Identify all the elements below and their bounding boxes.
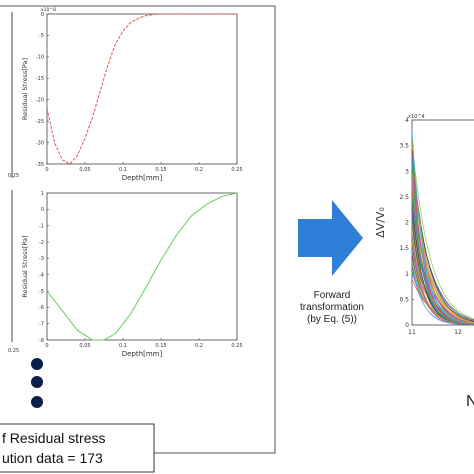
series-line bbox=[412, 149, 474, 322]
x-tick-label: 0 bbox=[45, 167, 48, 173]
y-tick-label: -6 bbox=[39, 305, 44, 311]
y-tick-label: 3.5 bbox=[399, 143, 409, 150]
transform-label-3: (by Eq. (5)) bbox=[307, 314, 357, 325]
series-line bbox=[46, 192, 238, 341]
x-tick-label: 11 bbox=[408, 329, 416, 336]
series-line bbox=[412, 233, 474, 325]
x-tick-label: 0.2 bbox=[195, 167, 203, 173]
y-tick-label: -5 bbox=[39, 289, 44, 295]
series-line bbox=[46, 13, 237, 165]
x-tick-label: 0.15 bbox=[155, 343, 166, 349]
y-tick-label: 3 bbox=[405, 168, 409, 175]
y-tick-label: -35 bbox=[36, 162, 44, 168]
series-line bbox=[412, 206, 474, 325]
x-tick-label: 12 bbox=[454, 329, 462, 336]
y-axis-label: ΔV/V₀ bbox=[374, 207, 387, 238]
x-tick-label: 0.1 bbox=[119, 167, 127, 173]
series-line bbox=[412, 141, 474, 320]
y-tick-label: -8 bbox=[39, 338, 44, 344]
x-tick-label: 0.25 bbox=[231, 343, 242, 349]
y-tick-label: 0 bbox=[41, 12, 44, 18]
x-tick-label: 0.05 bbox=[79, 167, 90, 173]
y-multiplier-label: x10^8 bbox=[41, 7, 56, 13]
x-tick-label: 0.2 bbox=[195, 343, 203, 349]
series-line bbox=[412, 165, 474, 325]
y-tick-label: -10 bbox=[36, 55, 44, 61]
x-tick-label: 0 bbox=[45, 343, 48, 349]
y-tick-label: 0 bbox=[405, 322, 409, 329]
series-line bbox=[412, 136, 474, 324]
y-multiplier-label: x10^4 bbox=[408, 114, 425, 120]
residual-stress-plot-bottom: 0 0.05 0.1 0.15 0.2 0.25 1 0 -1 -2 -3 -4 -5 -6 -7 -8 Dep… bbox=[21, 191, 243, 358]
x-axis-label: Depth[mm] bbox=[122, 174, 163, 182]
y-tick-label: -3 bbox=[39, 256, 44, 262]
series-line bbox=[412, 130, 474, 325]
y-tick-label: 2 bbox=[405, 220, 409, 227]
y-axis-label: Residual Stress[Pa] bbox=[21, 58, 29, 120]
left-tick-bottom: 0.25 bbox=[8, 348, 19, 354]
y-tick-label: 1 bbox=[405, 271, 409, 278]
series-line bbox=[412, 261, 474, 325]
y-tick-label: -15 bbox=[36, 76, 44, 82]
ellipsis-dot-3 bbox=[31, 396, 43, 408]
plot-area-frame bbox=[46, 192, 238, 341]
y-tick-label: -30 bbox=[36, 140, 44, 146]
y-tick-label: 0 bbox=[41, 207, 44, 213]
ellipsis-dot-2 bbox=[31, 376, 43, 388]
ellipsis-dot-1 bbox=[31, 358, 43, 370]
transform-label-2: transformation bbox=[300, 302, 364, 313]
x-tick-label: 0.25 bbox=[231, 167, 242, 173]
series-line bbox=[412, 143, 474, 324]
y-tick-label: -2 bbox=[39, 240, 44, 246]
y-tick-label: -7 bbox=[39, 321, 44, 327]
forward-arrow-icon bbox=[298, 200, 363, 276]
right-axis-label-fragment: N bbox=[466, 393, 474, 410]
series-line bbox=[412, 148, 474, 325]
delta-v-plot: 4 3.5 3 2.5 2 1.5 1 0.5 011 12 x10^4 ΔV/V₀ bbox=[374, 114, 474, 336]
series-group bbox=[412, 130, 474, 325]
y-tick-label: 0.5 bbox=[399, 296, 409, 303]
x-tick-label: 0.1 bbox=[119, 343, 127, 349]
y-tick-label: 1 bbox=[41, 191, 44, 197]
y-tick-label: 1.5 bbox=[399, 245, 409, 252]
left-tick-top: 0.25 bbox=[8, 173, 19, 179]
y-tick-label: -20 bbox=[36, 98, 44, 104]
caption-box bbox=[0, 423, 155, 473]
y-tick-label: -1 bbox=[39, 223, 44, 229]
y-tick-label: -5 bbox=[39, 33, 44, 39]
caption-line-2: ution data = 173 bbox=[2, 450, 103, 466]
y-tick-label: -25 bbox=[36, 119, 44, 125]
x-axis-label: Depth[mm] bbox=[122, 350, 163, 358]
plot-area-frame bbox=[46, 13, 238, 165]
y-tick-label: -4 bbox=[39, 272, 44, 278]
caption-line-1: f Residual stress bbox=[2, 430, 105, 446]
x-tick-label: 0.15 bbox=[155, 167, 166, 173]
transform-label-1: Forward bbox=[314, 290, 351, 301]
y-tick-label: 4 bbox=[405, 117, 409, 124]
y-axis-label: Residual Stress[Pa] bbox=[21, 235, 29, 297]
residual-stress-plot-top: 0 0.05 0.1 0.15 0.2 0.25 0 -5 -10 -15 -20 -25 -30 -35… bbox=[21, 7, 243, 182]
y-tick-label: 2.5 bbox=[399, 194, 409, 201]
x-tick-label: 0.05 bbox=[79, 343, 90, 349]
